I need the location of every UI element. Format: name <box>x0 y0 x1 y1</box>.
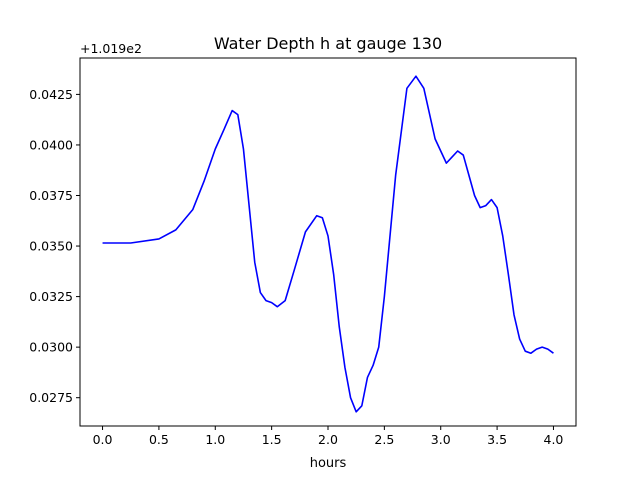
y-tick-label: 0.0375 <box>29 188 73 203</box>
y-tick-label: 0.0350 <box>29 239 73 254</box>
chart-title: Water Depth h at gauge 130 <box>214 34 442 53</box>
plot-area <box>102 75 554 413</box>
x-tick-label: 1.5 <box>262 432 282 447</box>
y-tick-label: 0.0300 <box>29 340 73 355</box>
x-tick-label: 1.0 <box>205 432 225 447</box>
x-tick-label: 3.0 <box>431 432 451 447</box>
y-tick-label: 0.0275 <box>29 390 73 405</box>
x-tick-label: 2.0 <box>318 432 338 447</box>
x-tick-label: 0.0 <box>93 432 113 447</box>
series-line-0 <box>102 75 554 413</box>
y-tick-label: 0.0425 <box>29 87 73 102</box>
y-axis: 0.0275 0.0300 0.0325 0.0350 0.0375 0.0400 0.04… <box>29 87 80 405</box>
x-tick-label: 2.5 <box>374 432 394 447</box>
x-tick-label: 3.5 <box>487 432 507 447</box>
x-tick-label: 4.0 <box>544 432 564 447</box>
x-axis-label: hours <box>310 456 347 471</box>
x-tick-label: 0.5 <box>149 432 169 447</box>
y-tick-label: 0.0400 <box>29 137 73 152</box>
y-offset-label: +1.019e2 <box>80 41 142 56</box>
y-tick-label: 0.0325 <box>29 289 73 304</box>
x-axis: 0.0 0.5 1.0 1.5 2.0 2.5 3.0 3.5 4.0 <box>93 426 564 447</box>
